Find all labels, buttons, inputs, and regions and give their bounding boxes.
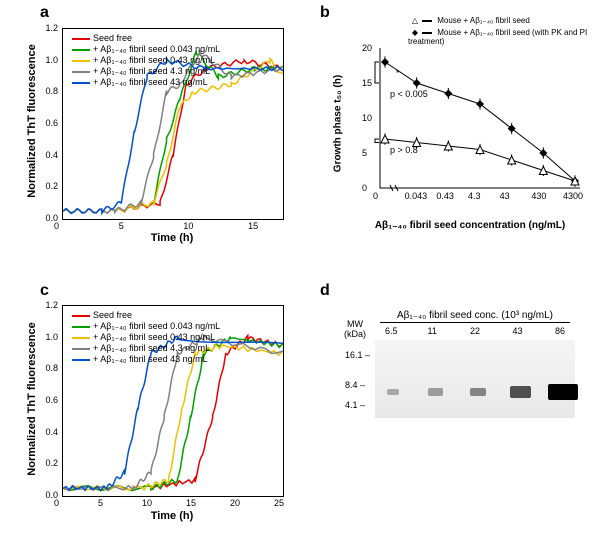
legend-item: + Aβ₁₋₄₀ fibril seed 0.43 ng/mL	[72, 332, 215, 343]
panel-c-xlabel: Time (h)	[62, 510, 282, 522]
panel-b-chart: * p < 0.005 p > 0.8	[360, 48, 580, 203]
legend-item: + Aβ₁₋₄₀ fibril seed 0.043 ng/mL	[72, 321, 220, 332]
blot-band	[548, 384, 578, 400]
panel-c-label: c	[40, 282, 49, 300]
panel-a-label: a	[40, 4, 49, 22]
panel-a-xlabel: Time (h)	[62, 232, 282, 244]
panel-d-header: Aβ₁₋₄₀ fibril seed conc. (10³ ng/mL)	[380, 310, 570, 323]
legend-item: + Aβ₁₋₄₀ fibril seed 43 ng/mL	[72, 354, 208, 365]
blot-band	[428, 388, 442, 395]
blot-band	[387, 389, 400, 396]
mw-label-text: MW (kDa)	[344, 319, 366, 339]
blot-band	[510, 386, 532, 398]
svg-text:*: *	[396, 68, 400, 78]
legend-item: + Aβ₁₋₄₀ fibril seed 43 ng/mL	[72, 77, 208, 88]
svg-text:p < 0.005: p < 0.005	[390, 89, 428, 99]
legend-item: + Aβ₁₋₄₀ fibril seed 0.043 ng/mL	[72, 44, 220, 55]
blot-band	[470, 388, 487, 397]
panel-b-xlabel: Aβ₁₋₄₀ fibril seed concentration (ng/mL)	[350, 220, 590, 231]
legend-item: Seed free	[72, 33, 132, 43]
panel-d-label: d	[320, 282, 330, 300]
panel-d-mw-label: MW (kDa)	[340, 320, 370, 340]
panel-d-blot	[375, 340, 575, 418]
svg-text:p > 0.8: p > 0.8	[390, 145, 418, 155]
legend-item: + Aβ₁₋₄₀ fibril seed 4.3 ng/mL	[72, 343, 210, 354]
legend-item: + Aβ₁₋₄₀ fibril seed 4.3 ng/mL	[72, 66, 210, 77]
panel-b-ylabel: Growth phase t₅₀ (h)	[333, 49, 344, 199]
legend-item: Seed free	[72, 310, 132, 320]
legend-item: + Aβ₁₋₄₀ fibril seed 0.43 ng/mL	[72, 55, 215, 66]
panel-b-label: b	[320, 4, 330, 22]
